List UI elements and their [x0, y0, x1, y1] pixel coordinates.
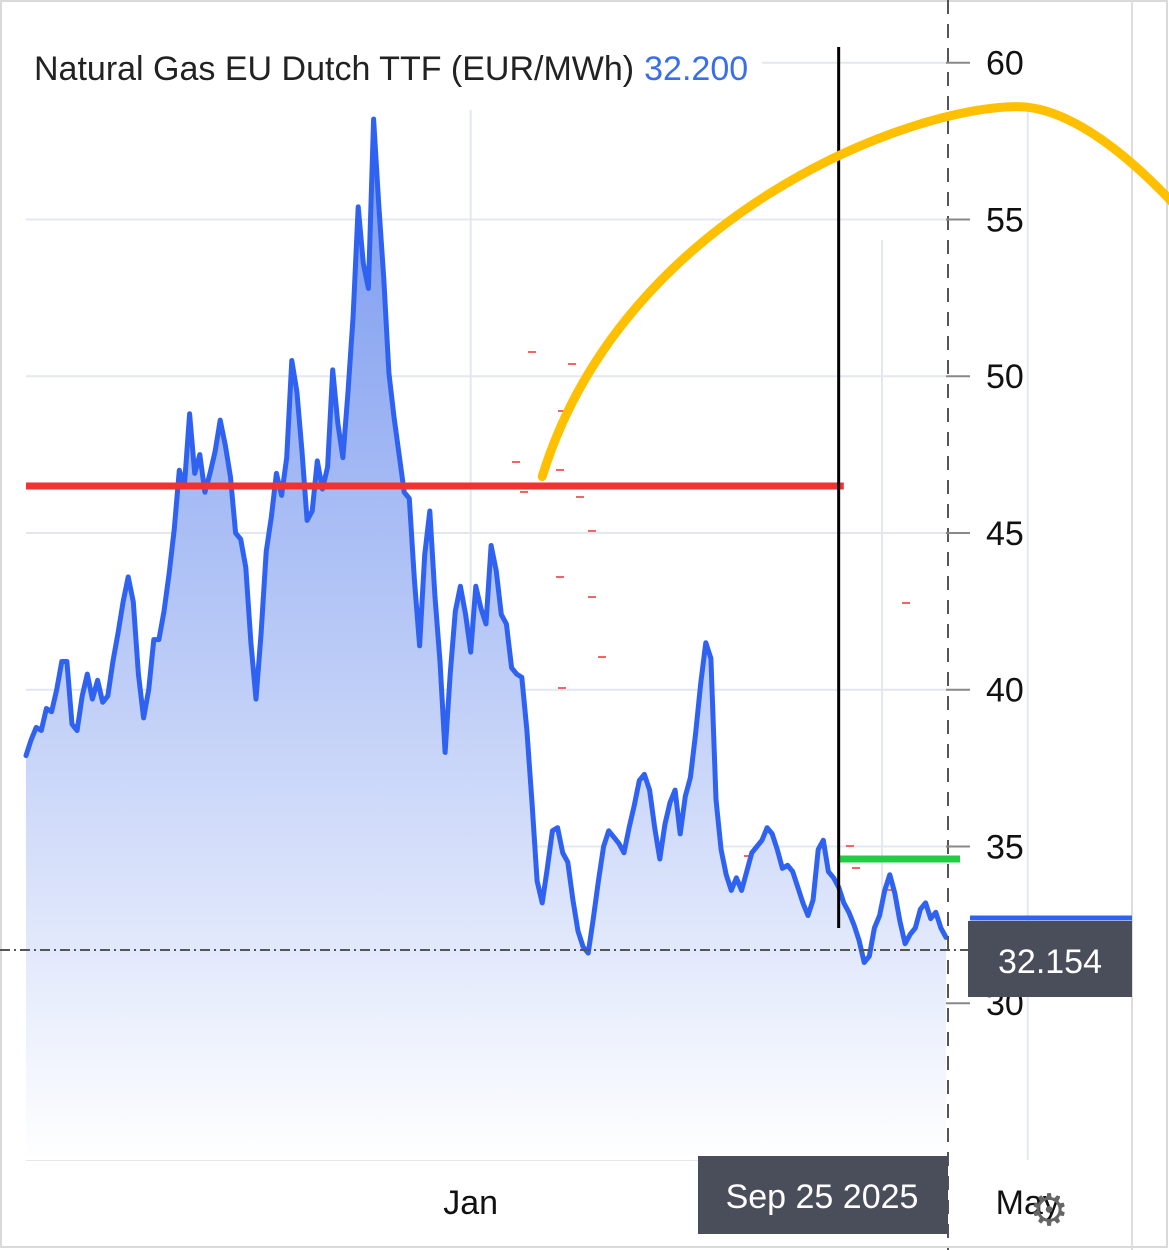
area-layer [26, 119, 946, 1161]
y-tick-label-40: 40 [986, 672, 1024, 710]
y-tick-label-35: 35 [986, 828, 1024, 866]
date-label-box [698, 1156, 948, 1234]
last-price-label: 32.154 [998, 943, 1102, 981]
y-tick-label-50: 50 [986, 358, 1024, 396]
chart-title: Natural Gas EU Dutch TTF (EUR/MWh) [34, 50, 635, 88]
current-value: 32.200 [644, 50, 749, 88]
gear-icon[interactable]: ⚙ [1029, 1185, 1069, 1236]
y-tick-label-45: 45 [986, 515, 1024, 553]
label-layer: 32.154 Sep 25 2025 [698, 915, 1132, 1234]
y-tick-label-55: 55 [986, 201, 1024, 239]
y-tick-label-60: 60 [986, 45, 1024, 83]
series-line [23, 116, 949, 965]
crosshair-date-label: Sep 25 2025 [726, 1178, 919, 1216]
last-price-box [968, 921, 1132, 997]
yellow-curved-arrow [537, 102, 1169, 482]
x-tick-label-jan: Jan [443, 1184, 498, 1222]
chart-title-box: Natural Gas EU Dutch TTF (EUR/MWh) 32.200 [20, 44, 763, 95]
series-line-layer [23, 116, 949, 965]
series-area-fill [26, 119, 946, 1161]
x-tick-label-may: May [996, 1184, 1060, 1222]
